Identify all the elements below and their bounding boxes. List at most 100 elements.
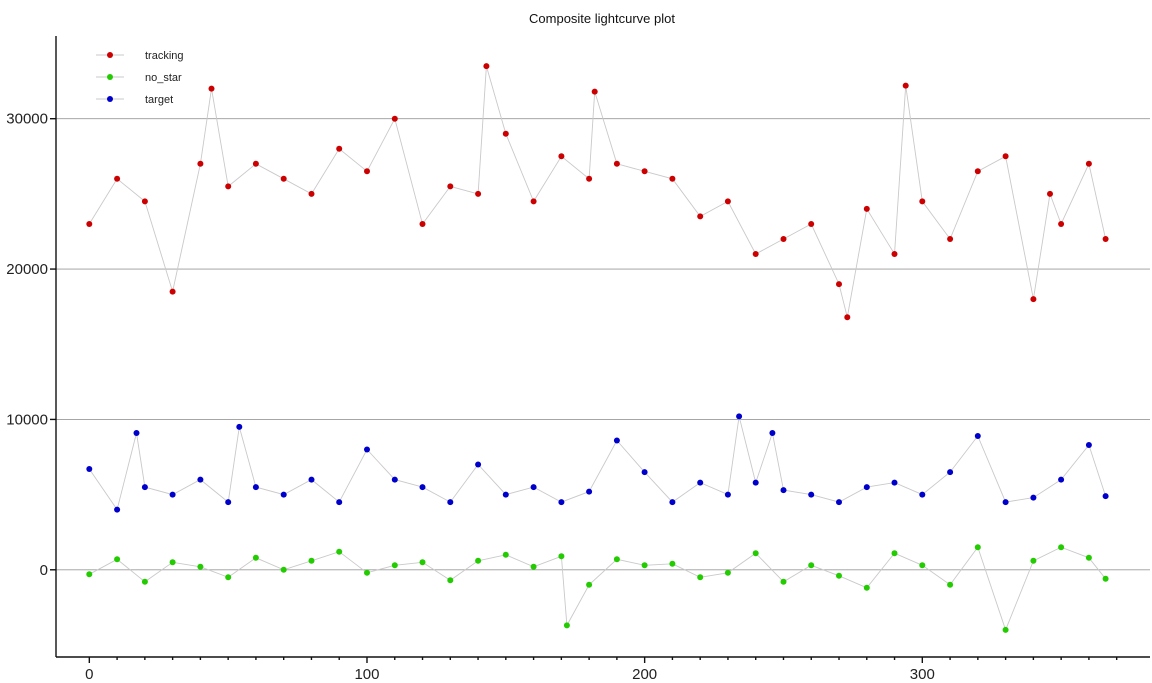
data-point-no_star [974,544,981,551]
data-point-no_star [586,581,593,588]
data-point-tracking [86,221,93,227]
data-point-target [780,487,787,494]
data-point-target [391,476,398,483]
data-point-no_star [364,569,370,576]
data-point-tracking [919,198,926,205]
data-point-tracking [391,115,398,122]
data-point-tracking [558,153,565,160]
data-point-target [236,423,243,430]
data-point-target [919,491,926,498]
data-point-no_star [86,571,93,578]
y-tick-label: 0 [40,562,48,579]
data-point-target [419,484,426,491]
data-point-tracking [836,281,842,288]
data-point-no_star [1002,626,1009,633]
data-point-no_star [780,578,787,585]
data-point-tracking [1085,160,1092,167]
data-point-target [752,479,759,486]
data-point-target [225,499,232,506]
data-point-tracking [419,221,426,227]
data-point-target [86,466,93,472]
data-point-tracking [641,168,648,175]
data-point-no_star [280,566,287,573]
data-point-tracking [947,236,954,242]
series-no_star [86,544,1109,633]
data-point-tracking [197,160,204,167]
x-tick-label: 300 [910,666,935,683]
data-point-target [1030,494,1037,501]
data-point-target [447,499,454,506]
data-point-target [530,484,537,491]
data-point-tracking [1058,221,1065,227]
series-layer [86,63,1109,633]
data-point-tracking [225,183,232,190]
data-point-target [169,491,176,498]
data-point-no_star [447,577,454,584]
data-point-tracking [280,175,287,182]
chart-title: Composite lightcurve plot [529,11,675,26]
data-point-target [836,499,842,506]
data-point-target [197,476,204,483]
data-point-tracking [141,198,148,205]
series-line-tracking [88,65,1107,318]
data-point-tracking [613,160,620,167]
y-tick-label: 10000 [6,411,48,428]
x-tick-label: 200 [632,666,657,683]
data-point-tracking [669,175,676,182]
data-point-no_star [1102,575,1109,582]
series-line-target [88,416,1107,511]
data-point-no_star [114,556,121,563]
data-point-target [141,484,148,491]
data-point-target [1058,476,1065,483]
data-point-tracking [863,205,870,212]
legend-label: target [145,94,173,106]
data-point-target [280,491,287,498]
data-point-tracking [586,175,593,182]
data-point-tracking [336,145,343,152]
data-point-tracking [808,221,815,227]
data-point-no_star [641,562,648,569]
data-point-no_star [419,559,426,566]
data-point-target [669,499,676,506]
data-point-target [808,491,815,498]
data-point-no_star [336,548,343,555]
data-point-no_star [669,560,676,567]
data-point-no_star [613,556,620,563]
data-point-tracking [1030,296,1037,303]
data-point-target [724,491,731,498]
data-point-no_star [530,563,537,570]
data-point-no_star [752,550,759,557]
data-point-no_star [475,557,482,564]
data-point-tracking [724,198,731,205]
data-point-tracking [697,213,704,220]
data-point-no_star [1085,554,1092,561]
data-point-tracking [308,190,315,197]
data-point-tracking [1102,236,1109,242]
x-tick-label: 100 [354,666,379,683]
data-point-no_star [391,562,398,569]
data-point-tracking [483,63,490,70]
axes: 0 10000 20000 30000 0 100 200 300 [6,36,1150,683]
legend-item-no_star: no_star [96,72,182,84]
data-point-tracking [974,168,981,175]
data-point-target [947,469,954,476]
data-point-tracking [475,190,482,197]
data-point-target [974,433,981,439]
data-point-target [586,488,593,495]
data-point-tracking [844,314,851,321]
data-point-tracking [591,88,598,95]
data-point-no_star [558,553,565,560]
grid-lines [56,118,1150,571]
data-point-no_star [724,569,731,576]
x-tick-label: 0 [85,666,93,683]
data-point-target [697,479,704,486]
data-point-target [641,469,648,476]
data-point-target [736,413,743,420]
data-point-no_star [947,581,954,588]
data-point-tracking [447,183,454,190]
data-point-tracking [208,85,215,92]
data-point-target [769,430,776,436]
data-point-target [613,437,620,444]
y-tick-label: 20000 [6,261,48,278]
